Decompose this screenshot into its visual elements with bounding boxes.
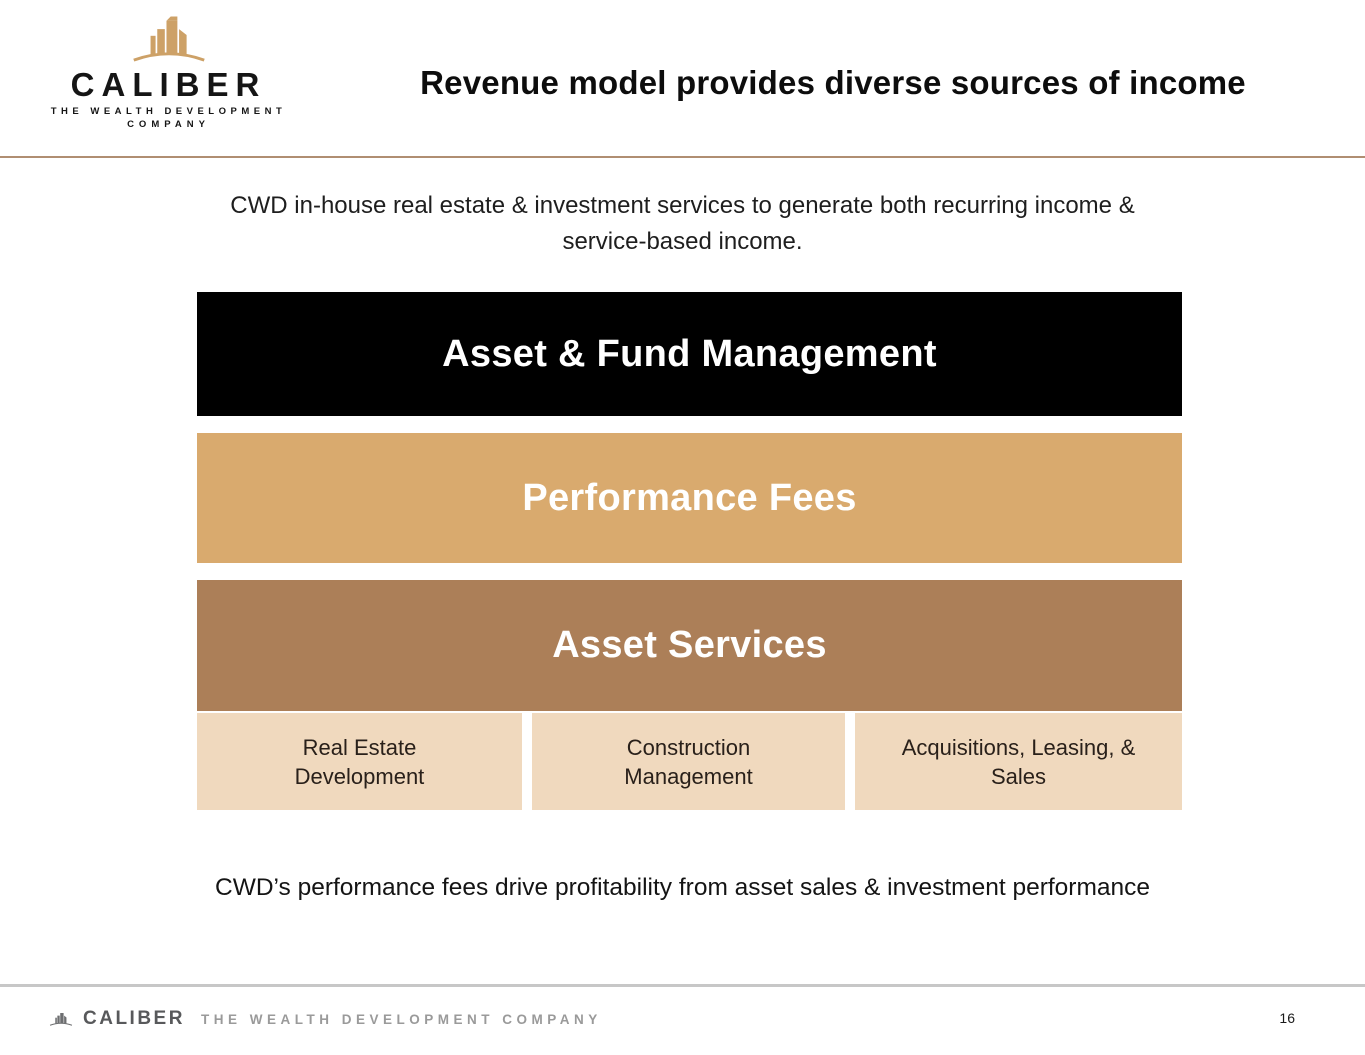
sub-box-acquisitions-leasing-sales: Acquisitions, Leasing, & Sales bbox=[855, 713, 1182, 810]
revenue-model-diagram: Asset & Fund Management Performance Fees… bbox=[197, 292, 1182, 810]
footer-divider bbox=[0, 984, 1365, 987]
asset-services-sub-row: Real Estate Development Construction Man… bbox=[197, 713, 1182, 810]
level-asset-fund-management: Asset & Fund Management bbox=[197, 292, 1182, 416]
sub-box-construction-management: Construction Management bbox=[532, 713, 845, 810]
caliber-buildings-icon bbox=[132, 16, 205, 62]
header-divider bbox=[0, 156, 1365, 158]
brand-tagline: THE WEALTH DEVELOPMENT COMPANY bbox=[46, 105, 291, 131]
level-performance-fees: Performance Fees bbox=[197, 433, 1182, 563]
level-asset-services: Asset Services bbox=[197, 580, 1182, 711]
subtitle-line1: CWD in-house real estate & investment se… bbox=[230, 192, 1135, 219]
slide-title: Revenue model provides diverse sources o… bbox=[420, 64, 1246, 101]
footer-tagline: THE WEALTH DEVELOPMENT COMPANY bbox=[200, 1011, 602, 1027]
sub-box-real-estate-development: Real Estate Development bbox=[197, 713, 522, 810]
bottom-statement: CWD’s performance fees drive profitabili… bbox=[215, 874, 1150, 901]
page-number: 16 bbox=[1279, 1010, 1295, 1026]
subtitle-line2: service-based income. bbox=[562, 228, 803, 255]
footer-brand: CALIBER THE WEALTH DEVELOPMENT COMPANY bbox=[48, 1008, 602, 1030]
footer-brand-name: CALIBER bbox=[83, 1008, 185, 1029]
slide-subtitle: CWD in-house real estate & investment se… bbox=[0, 188, 1365, 260]
caliber-logo: CALIBER THE WEALTH DEVELOPMENT COMPANY bbox=[46, 14, 291, 131]
brand-tagline-line2: COMPANY bbox=[127, 119, 210, 130]
footer-buildings-icon bbox=[49, 1013, 73, 1026]
brand-name: CALIBER bbox=[70, 66, 267, 103]
brand-tagline-line1: THE WEALTH DEVELOPMENT bbox=[50, 106, 287, 117]
